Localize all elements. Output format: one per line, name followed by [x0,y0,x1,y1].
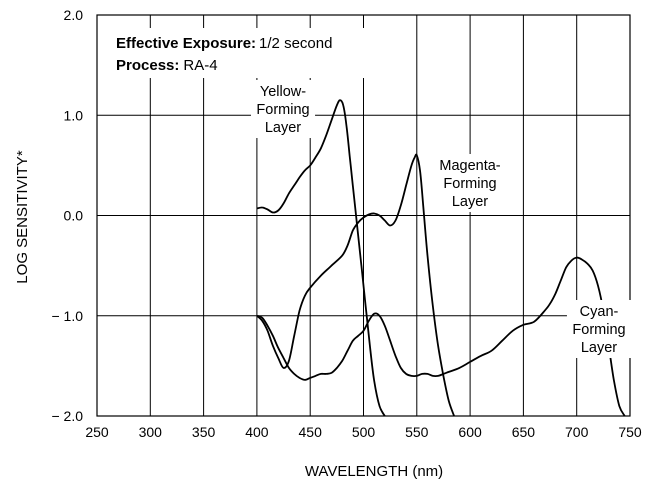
tick-labels: 250 300 350 400 450 500 550 600 650 700 750 2.0 1.0 0… [51,7,641,440]
process-value: RA-4 [183,57,217,74]
x-tick-label: 600 [458,424,482,440]
cyan-forming-curve [256,256,626,417]
exposure-value: 1/2 second [259,35,332,52]
x-tick-label: 750 [618,424,642,440]
layer-label-line: Forming [256,102,309,118]
y-axis-label: LOG SENSITIVITY* [14,150,31,284]
y-tick-label: 2.0 [64,7,84,23]
layer-label-line: Layer [581,340,617,356]
exposure-text: Effective Exposure: 1/2 second [116,35,332,52]
x-tick-label: 250 [85,424,109,440]
cyan-forming-label: Cyan- Forming Layer [566,300,632,358]
plot-frame [96,14,631,417]
x-tick-label: 400 [245,424,269,440]
x-tick-label: 350 [192,424,216,440]
x-tick-label: 700 [565,424,589,440]
layer-label-background [433,154,507,212]
layer-label-line: Forming [572,322,625,338]
x-tick-label: 650 [512,424,536,440]
y-tick-label: 1.0 [64,107,84,123]
magenta-forming-label: Magenta- Forming Layer [433,154,507,212]
layer-label-line: Layer [452,194,488,210]
process-text: Process: RA-4 [116,57,218,74]
info-box: Effective Exposure: 1/2 second Process: RA… [110,28,394,78]
x-tick-label: 450 [299,424,323,440]
info-box-background [110,28,394,78]
x-axis-label: WAVELENGTH (nm) [305,463,443,480]
layer-label-line: Cyan- [580,304,619,320]
y-tick-label: − 2.0 [51,408,83,424]
x-tick-label: 500 [352,424,376,440]
layer-label-line: Magenta- [439,158,500,174]
curves [256,99,626,417]
layer-labels: Yellow-FormingLayerMagenta-FormingLayerC… [250,80,632,358]
y-tick-label: − 1.0 [51,308,83,324]
x-tick-label: 550 [405,424,429,440]
yellow-forming-curve [256,99,386,417]
process-label: Process: [116,57,179,74]
x-tick-label: 300 [139,424,163,440]
exposure-label: Effective Exposure: [116,35,256,52]
magenta-forming-curve [256,153,455,417]
layer-label-background [566,300,632,358]
layer-label-background [250,80,316,138]
layer-label-line: Layer [265,120,301,136]
layer-label-line: Yellow- [260,84,306,100]
yellow-forming-label: Yellow- Forming Layer [250,80,316,138]
layer-label-line: Forming [443,176,496,192]
y-tick-label: 0.0 [64,208,84,224]
